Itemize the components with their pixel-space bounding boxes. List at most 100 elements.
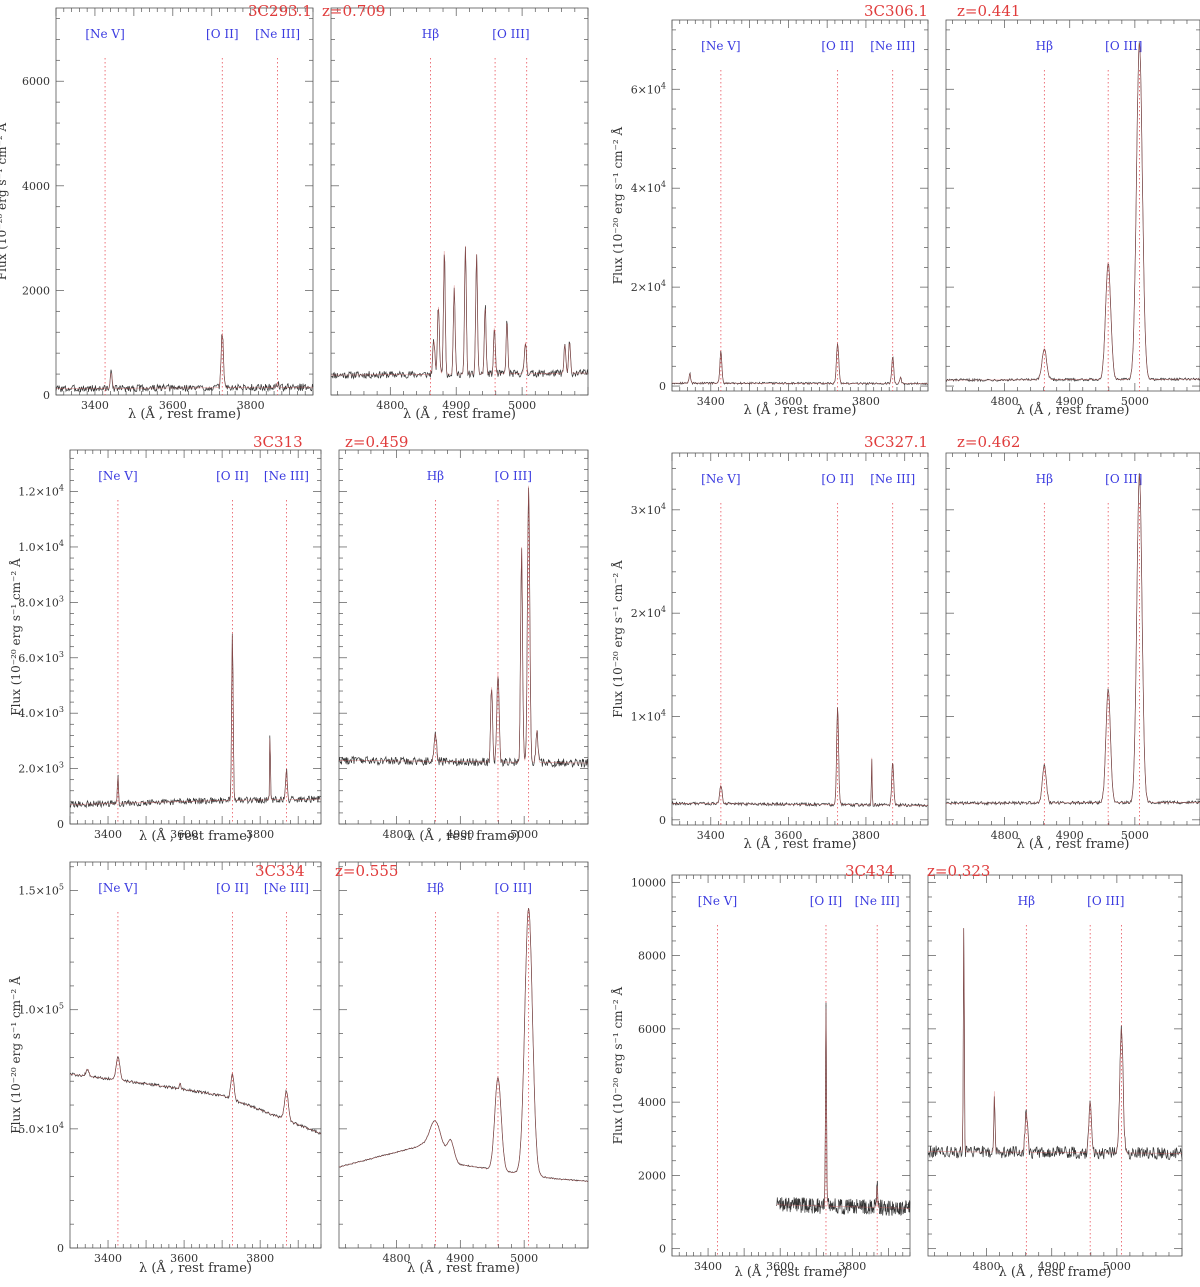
line-label: [Ne V] xyxy=(701,472,740,486)
line-label: [O III] xyxy=(495,881,532,895)
y-axis-label: Flux (10⁻²⁰ erg s⁻¹ cm⁻² Å xyxy=(8,976,23,1134)
x-tick-label: 3600 xyxy=(170,828,198,841)
y-axis-label: Flux (10⁻²⁰ erg s⁻¹ cm⁻² Å xyxy=(610,560,625,718)
line-label: Hβ xyxy=(427,469,444,483)
x-tick-label: 3800 xyxy=(246,1252,274,1265)
y-axis-label: Flux (10⁻²⁰ erg s⁻¹ cm⁻² Å xyxy=(0,122,9,280)
x-tick-label: 5000 xyxy=(1121,395,1149,408)
x-tick-label: 3600 xyxy=(159,399,187,412)
x-axis-label: λ (Å , rest frame) xyxy=(403,406,516,422)
spectrum-line xyxy=(330,246,589,380)
x-tick-label: 5000 xyxy=(508,399,536,412)
x-axis-label: λ (Å , rest frame) xyxy=(1016,402,1129,418)
line-label: [Ne III] xyxy=(870,39,915,53)
y-tick-label: 1.5×105 xyxy=(18,883,64,898)
object-name: 3C313 xyxy=(253,433,303,451)
spectrum-line xyxy=(927,928,1183,1160)
spectrum-line xyxy=(69,633,322,809)
line-label: [O III] xyxy=(1105,472,1142,486)
plot-frame xyxy=(671,452,929,826)
y-tick-label: 1.0×104 xyxy=(18,539,64,554)
redshift-label: z=0.555 xyxy=(335,862,398,880)
plot-frame xyxy=(927,874,1183,1257)
x-tick-label: 3800 xyxy=(852,395,880,408)
panel-right: 4800 4900 5000 Hβ [O III] λ (Å , rest frame) xyxy=(338,449,589,844)
plot-frame xyxy=(671,874,911,1257)
line-label: [O III] xyxy=(1105,39,1142,53)
x-tick-label: 3800 xyxy=(237,399,265,412)
line-label: [Ne III] xyxy=(870,472,915,486)
redshift-label: z=0.323 xyxy=(927,862,990,880)
x-tick-label: 3600 xyxy=(766,1260,794,1273)
spectrum-line xyxy=(69,1056,322,1135)
y-tick-label: 6×104 xyxy=(631,81,666,96)
y-tick-label: 8.0×103 xyxy=(18,594,64,609)
spectrum-line xyxy=(338,487,589,769)
y-tick-label: 2.0×103 xyxy=(18,761,64,776)
line-label: [Ne V] xyxy=(85,27,124,41)
line-label: [Ne V] xyxy=(98,469,137,483)
spectrum-line xyxy=(338,907,589,1182)
fit-line xyxy=(672,707,928,806)
redshift-label: z=0.462 xyxy=(957,433,1020,451)
object-name: 3C293.1 xyxy=(248,2,312,20)
line-label: [O II] xyxy=(206,27,239,41)
x-axis-label: λ (Å , rest frame) xyxy=(1016,836,1129,852)
x-tick-label: 4900 xyxy=(442,399,470,412)
y-tick-label: 1×104 xyxy=(631,709,666,724)
line-label: [Ne III] xyxy=(855,894,900,908)
fit-line xyxy=(331,245,588,376)
line-label: [Ne III] xyxy=(264,881,309,895)
panel-left: 3400 3600 3800 0 2000 4000 6000 8000 10000 [Ne V]… xyxy=(631,874,911,1280)
line-label: Hβ xyxy=(1018,894,1035,908)
x-tick-label: 3800 xyxy=(852,829,880,842)
x-tick-label: 3600 xyxy=(170,1252,198,1265)
plot-frame xyxy=(945,19,1200,392)
fit-line xyxy=(56,332,313,389)
y-tick-label: 4000 xyxy=(638,1096,666,1109)
y-tick-label: 6.0×103 xyxy=(18,650,64,665)
line-label: [O II] xyxy=(216,881,249,895)
x-tick-label: 4800 xyxy=(991,395,1019,408)
y-axis-label: Flux (10⁻²⁰ erg s⁻¹ cm⁻² Å xyxy=(610,986,625,1144)
fit-line xyxy=(339,485,589,764)
plot-frame xyxy=(55,7,314,396)
panel-right: 4800 4900 5000 Hβ [O III] λ (Å , rest frame) xyxy=(330,7,589,422)
y-tick-label: 5.0×104 xyxy=(18,1121,64,1136)
x-tick-label: 4800 xyxy=(991,829,1019,842)
x-tick-label: 3400 xyxy=(694,1260,722,1273)
y-tick-label: 2000 xyxy=(638,1169,666,1182)
redshift-label: z=0.709 xyxy=(322,2,385,20)
object-name: 3C434 xyxy=(845,862,895,880)
x-tick-label: 5000 xyxy=(510,828,538,841)
x-axis-label: λ (Å , rest frame) xyxy=(998,1264,1111,1280)
line-label: [O III] xyxy=(1087,894,1124,908)
panel-right: 4800 4900 5000 Hβ [O III] λ (Å , rest frame) xyxy=(945,452,1200,852)
x-tick-label: 3400 xyxy=(697,395,725,408)
line-label: Hβ xyxy=(1036,472,1053,486)
x-axis-label: λ (Å , rest frame) xyxy=(128,406,241,422)
x-tick-label: 4800 xyxy=(382,828,410,841)
fit-line xyxy=(672,344,928,384)
y-tick-label: 6000 xyxy=(22,75,50,88)
plot-frame xyxy=(69,861,322,1249)
y-axis-label: Flux (10⁻²⁰ erg s⁻¹ cm⁻² Å xyxy=(8,558,23,716)
x-axis-label: λ (Å , rest frame) xyxy=(407,1260,520,1276)
x-tick-label: 5000 xyxy=(1121,829,1149,842)
line-label: [Ne V] xyxy=(701,39,740,53)
panel-right: 4800 4900 5000 Hβ [O III] λ (Å , rest frame) xyxy=(927,874,1183,1280)
fit-line xyxy=(946,43,1200,381)
line-label: [O III] xyxy=(492,27,529,41)
x-tick-label: 4800 xyxy=(973,1260,1001,1273)
redshift-label: z=0.459 xyxy=(345,433,408,451)
object-name: 3C334 xyxy=(255,862,305,880)
y-axis-label: Flux (10⁻²⁰ erg s⁻¹ cm⁻² Å xyxy=(610,126,625,284)
y-tick-label: 0 xyxy=(659,814,666,827)
plot-frame xyxy=(945,452,1200,826)
y-tick-label: 8000 xyxy=(638,950,666,963)
spectrum-line xyxy=(671,707,929,808)
y-tick-label: 0 xyxy=(57,818,64,831)
x-tick-label: 3400 xyxy=(81,399,109,412)
line-label: [O II] xyxy=(216,469,249,483)
x-tick-label: 4900 xyxy=(1038,1260,1066,1273)
